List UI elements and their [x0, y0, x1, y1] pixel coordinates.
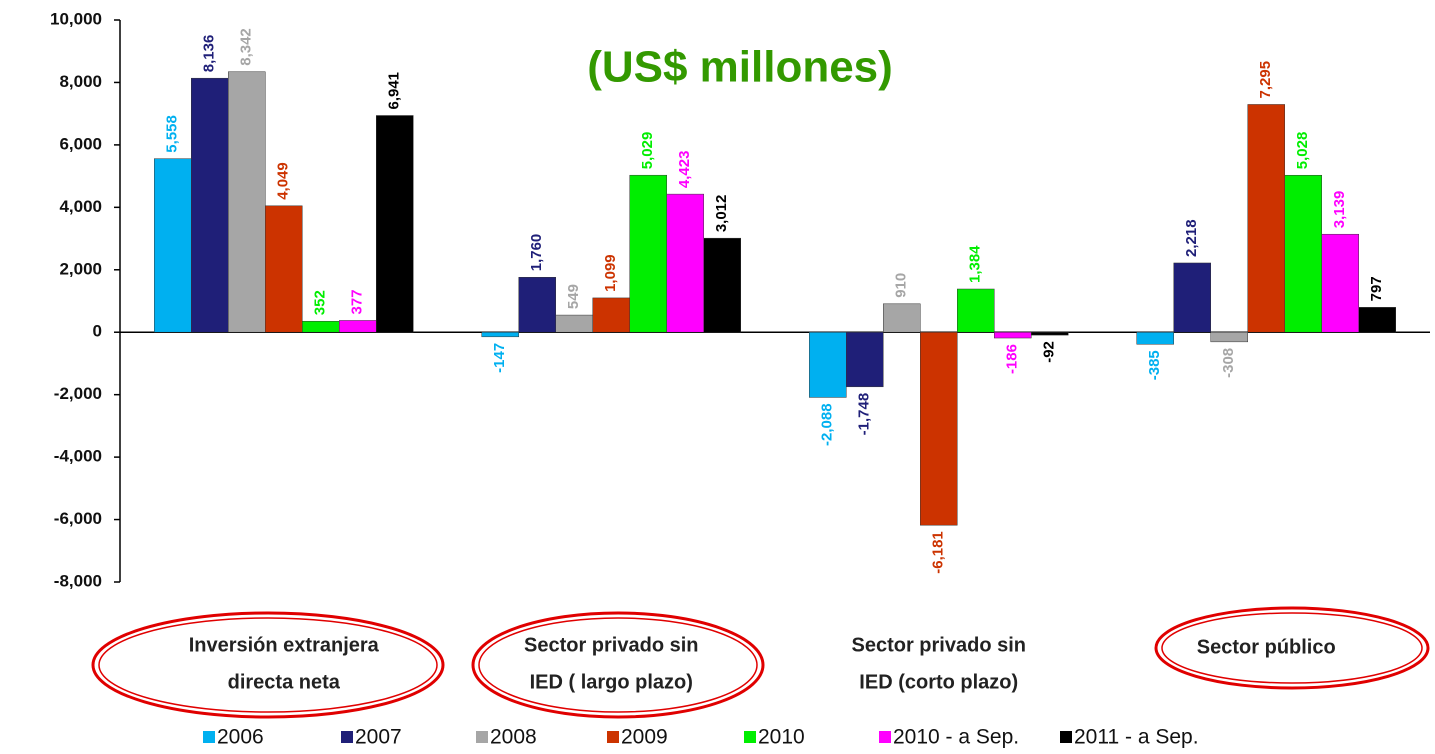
bar	[518, 277, 556, 333]
value-label: 5,028	[1294, 132, 1311, 170]
value-label: 3,012	[713, 195, 730, 233]
bar	[555, 314, 593, 333]
value-label: -92	[1041, 341, 1058, 363]
value-label: 5,029	[639, 132, 656, 170]
legend-label: 2007	[355, 726, 402, 749]
y-tick-label: -8,000	[54, 571, 102, 590]
bar	[883, 303, 921, 333]
bar	[994, 331, 1032, 339]
value-label: -1,748	[856, 393, 873, 436]
legend-swatch	[607, 731, 619, 743]
legend-swatch	[879, 731, 891, 743]
value-label: -2,088	[819, 403, 836, 446]
legend-swatch	[1060, 731, 1072, 743]
value-label: 1,099	[602, 254, 619, 292]
value-label: 8,342	[238, 28, 255, 66]
x-tick-label: IED (corto plazo)	[859, 671, 1018, 693]
x-tick-label: directa neta	[228, 671, 341, 693]
legend-label: 2010	[758, 726, 805, 749]
value-label: 5,558	[164, 115, 181, 153]
value-label: 1,760	[528, 234, 545, 272]
value-label: 910	[893, 273, 910, 298]
legend-label: 2006	[217, 726, 264, 749]
legend-swatch	[203, 731, 215, 743]
legend-swatch	[476, 731, 488, 743]
bar	[957, 288, 995, 333]
x-tick-label: IED ( largo plazo)	[530, 671, 693, 693]
bar	[666, 193, 704, 333]
bar	[191, 77, 229, 333]
y-tick-label: -4,000	[54, 447, 102, 466]
bar	[228, 71, 266, 333]
bar	[1284, 174, 1322, 333]
bar	[339, 320, 377, 333]
legend-swatch	[744, 731, 756, 743]
bar	[265, 205, 303, 333]
highlight-ellipses	[91, 606, 1430, 719]
x-tick-label: Inversión extranjera	[189, 634, 380, 656]
bar	[1321, 233, 1359, 333]
value-label: 377	[349, 289, 366, 314]
x-tick-label: Sector privado sin	[852, 634, 1027, 656]
value-label: -186	[1004, 344, 1021, 374]
value-label: 352	[312, 290, 329, 315]
value-label: 4,423	[676, 151, 693, 189]
bar	[920, 331, 958, 526]
value-label: 6,941	[386, 72, 403, 110]
legend-label: 2008	[490, 726, 537, 749]
value-label: -308	[1220, 348, 1237, 378]
value-label: 4,049	[275, 162, 292, 200]
y-tick-label: 10,000	[50, 9, 102, 28]
legend-label: 2010 - a Sep.	[893, 726, 1019, 749]
value-label: 797	[1368, 276, 1385, 301]
bar	[1210, 331, 1248, 343]
value-label: 549	[565, 284, 582, 309]
highlight-ellipse	[98, 617, 438, 713]
y-tick-label: -6,000	[54, 509, 102, 528]
y-tick-label: 8,000	[59, 72, 102, 91]
bar	[1358, 307, 1396, 333]
value-label: 1,384	[967, 245, 984, 283]
legend-swatch	[341, 731, 353, 743]
highlight-ellipse	[478, 617, 758, 713]
value-label: 3,139	[1331, 191, 1348, 229]
bar	[592, 297, 630, 333]
y-tick-label: 0	[93, 322, 102, 341]
bar	[703, 237, 741, 333]
y-tick-label: 2,000	[59, 259, 102, 278]
highlight-ellipse	[1154, 606, 1430, 690]
bar	[809, 331, 847, 398]
x-tick-label: Sector público	[1197, 636, 1336, 658]
x-tick-label: Sector privado sin	[524, 634, 699, 656]
chart-title: (US$ millones)	[587, 43, 893, 92]
bar	[1247, 104, 1285, 333]
y-tick-label: 6,000	[59, 134, 102, 153]
legend-label: 2009	[621, 726, 668, 749]
value-label: 2,218	[1183, 219, 1200, 257]
bar	[1173, 262, 1211, 333]
value-label: -6,181	[930, 531, 947, 574]
bar	[1136, 331, 1174, 345]
highlight-ellipse	[91, 611, 445, 719]
value-label: -147	[491, 343, 508, 373]
bar	[1031, 331, 1069, 336]
bar	[154, 158, 192, 333]
value-label: -385	[1146, 350, 1163, 380]
value-label: 8,136	[201, 35, 218, 73]
bar	[302, 320, 340, 333]
value-label: 7,295	[1257, 61, 1274, 99]
y-tick-label: -2,000	[54, 384, 102, 403]
y-tick-label: 4,000	[59, 197, 102, 216]
highlight-ellipse	[471, 611, 765, 719]
bar	[629, 174, 667, 333]
bar	[376, 115, 414, 333]
bar	[481, 331, 519, 338]
legend-label: 2011 - a Sep.	[1074, 726, 1199, 749]
highlight-ellipse	[1161, 612, 1423, 684]
bar	[846, 331, 884, 388]
